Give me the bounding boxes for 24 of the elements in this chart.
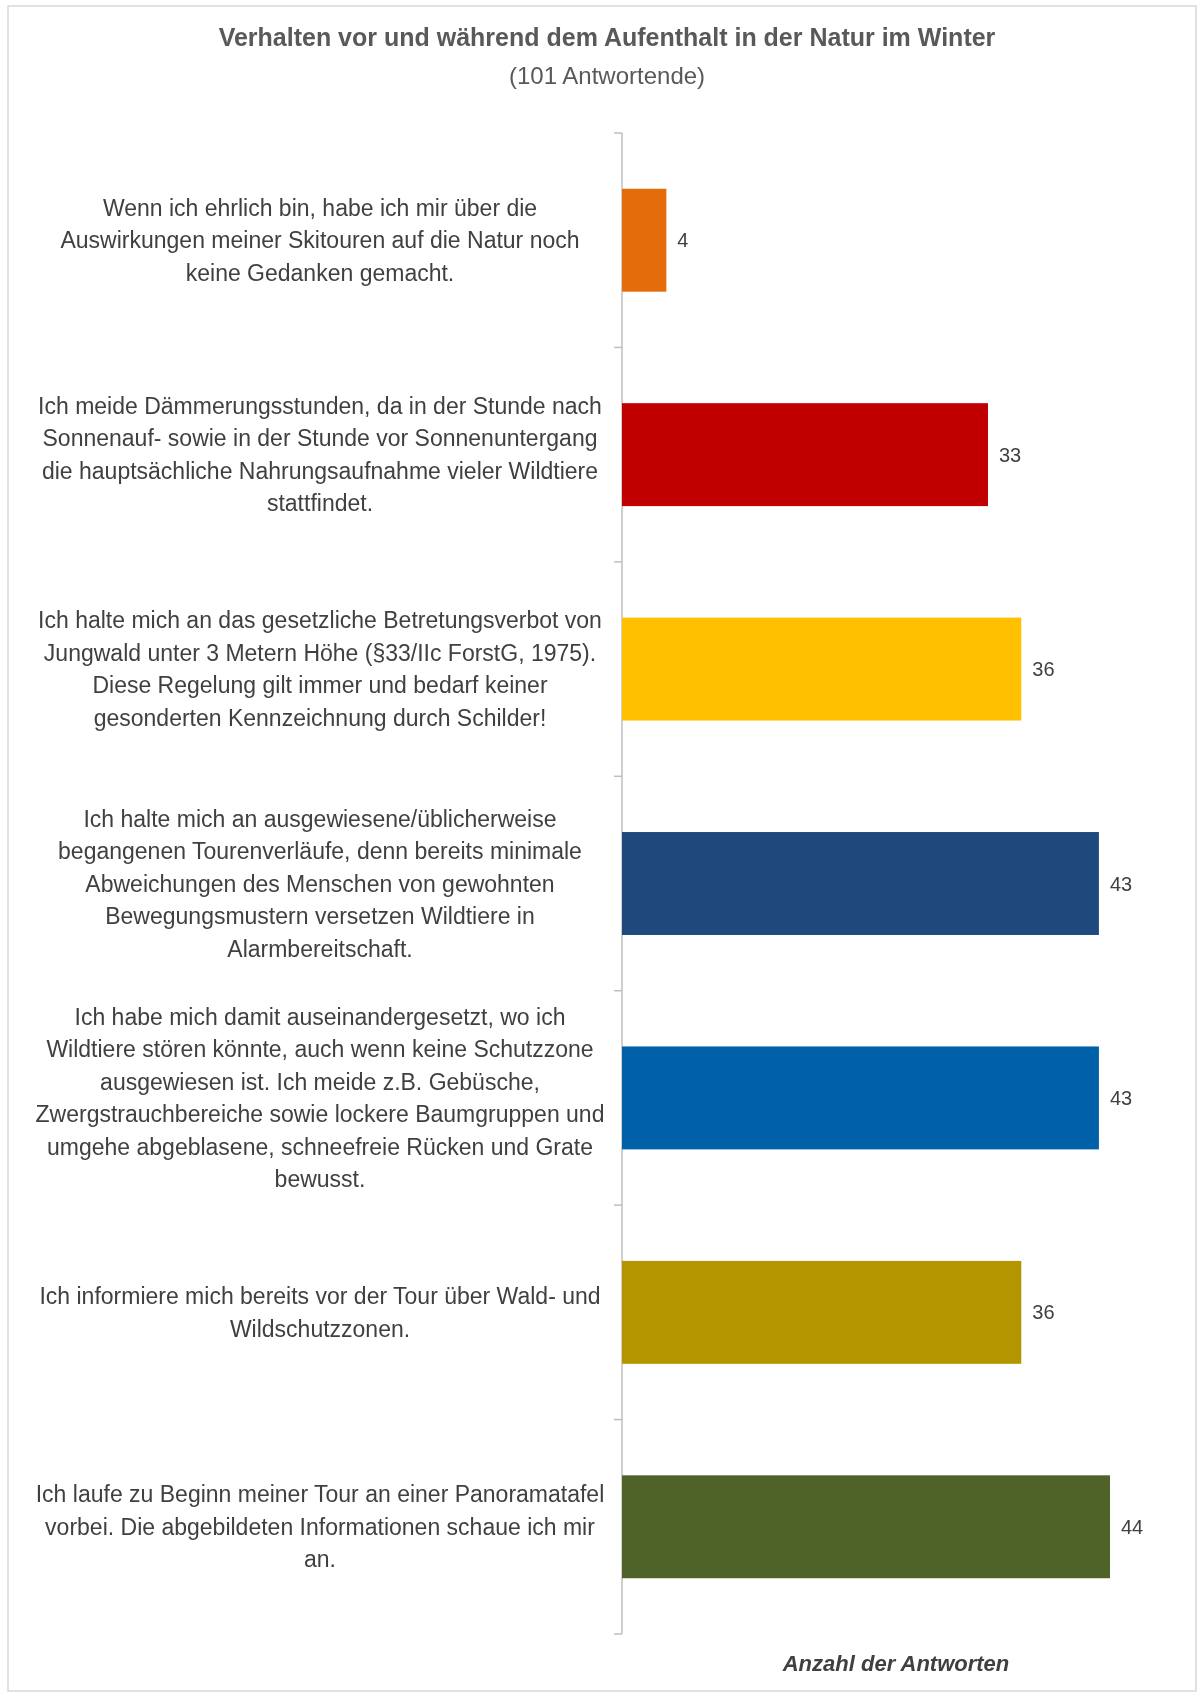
chart-subtitle: (101 Antwortende) bbox=[508, 62, 706, 89]
bar bbox=[622, 1046, 1099, 1150]
bar bbox=[622, 617, 1022, 721]
y-tick-label: Ich meide Dämmerungsstunden, da in der Stunde nach Sonnenauf- sowie in der Stunde vor Sonnenuntergang die hauptsächliche Nahrungsaufnahme vieler Wildtiere stattfindet. bbox=[38, 392, 602, 517]
bar bbox=[622, 1260, 1022, 1364]
data-label: 43 bbox=[1109, 1086, 1133, 1109]
bar bbox=[622, 1475, 1110, 1579]
y-tick-label: Ich halte mich an das gesetzliche Betretungsverbot von Jungwald unter 3 Metern Höhe (§33/IIc ForstG, 1975). Diese Regelung gilt immer und bedarf keiner gesonderten Kennzeichnung durch Schilder! bbox=[38, 607, 602, 731]
y-tick-label: Ich habe mich damit auseinandergesetzt, wo ich Wildtiere stören könnte, auch wenn keine Schutzzone ausgewiesen ist. Ich meide z.B. Gebüsche, Zwergstrauchbereiche sowie lockere Baumgruppen und umgehe abgeblasene, schneefreie Rücken und Grate bewusst. bbox=[35, 1003, 605, 1193]
x-axis-title: Anzahl der Antworten bbox=[781, 1650, 1010, 1676]
bar bbox=[622, 832, 1099, 935]
y-tick-label: Ich informiere mich bereits vor der Tour über Wald- und Wildschutzzonen. bbox=[39, 1283, 601, 1342]
data-label: 43 bbox=[1109, 872, 1133, 895]
y-tick-label: Ich laufe zu Beginn meiner Tour an einer Panoramatafel vorbei. Die abgebildeten Informationen schaue ich mir an. bbox=[35, 1481, 605, 1573]
bar bbox=[622, 188, 667, 292]
data-label: 33 bbox=[999, 443, 1022, 466]
data-label: 4 bbox=[677, 229, 689, 252]
data-label: 36 bbox=[1032, 658, 1055, 681]
y-tick-label: Wenn ich ehrlich bin, habe ich mir über die Auswirkungen meiner Skitouren auf die Natur noch keine Gedanken gemacht. bbox=[60, 194, 580, 286]
bar bbox=[622, 403, 988, 507]
data-label: 36 bbox=[1032, 1301, 1055, 1324]
chart-title: Verhalten vor und während dem Aufenthalt in der Natur im Winter bbox=[218, 23, 996, 51]
data-label: 44 bbox=[1121, 1515, 1144, 1538]
y-tick-label: Ich halte mich an ausgewiesene/üblicherweise begangenen Tourenverläufe, denn bereits minimale Abweichungen des Menschen von gewohnten Bewegungsmustern versetzen Wildtiere in Alarmbereitschaft. bbox=[58, 805, 582, 962]
